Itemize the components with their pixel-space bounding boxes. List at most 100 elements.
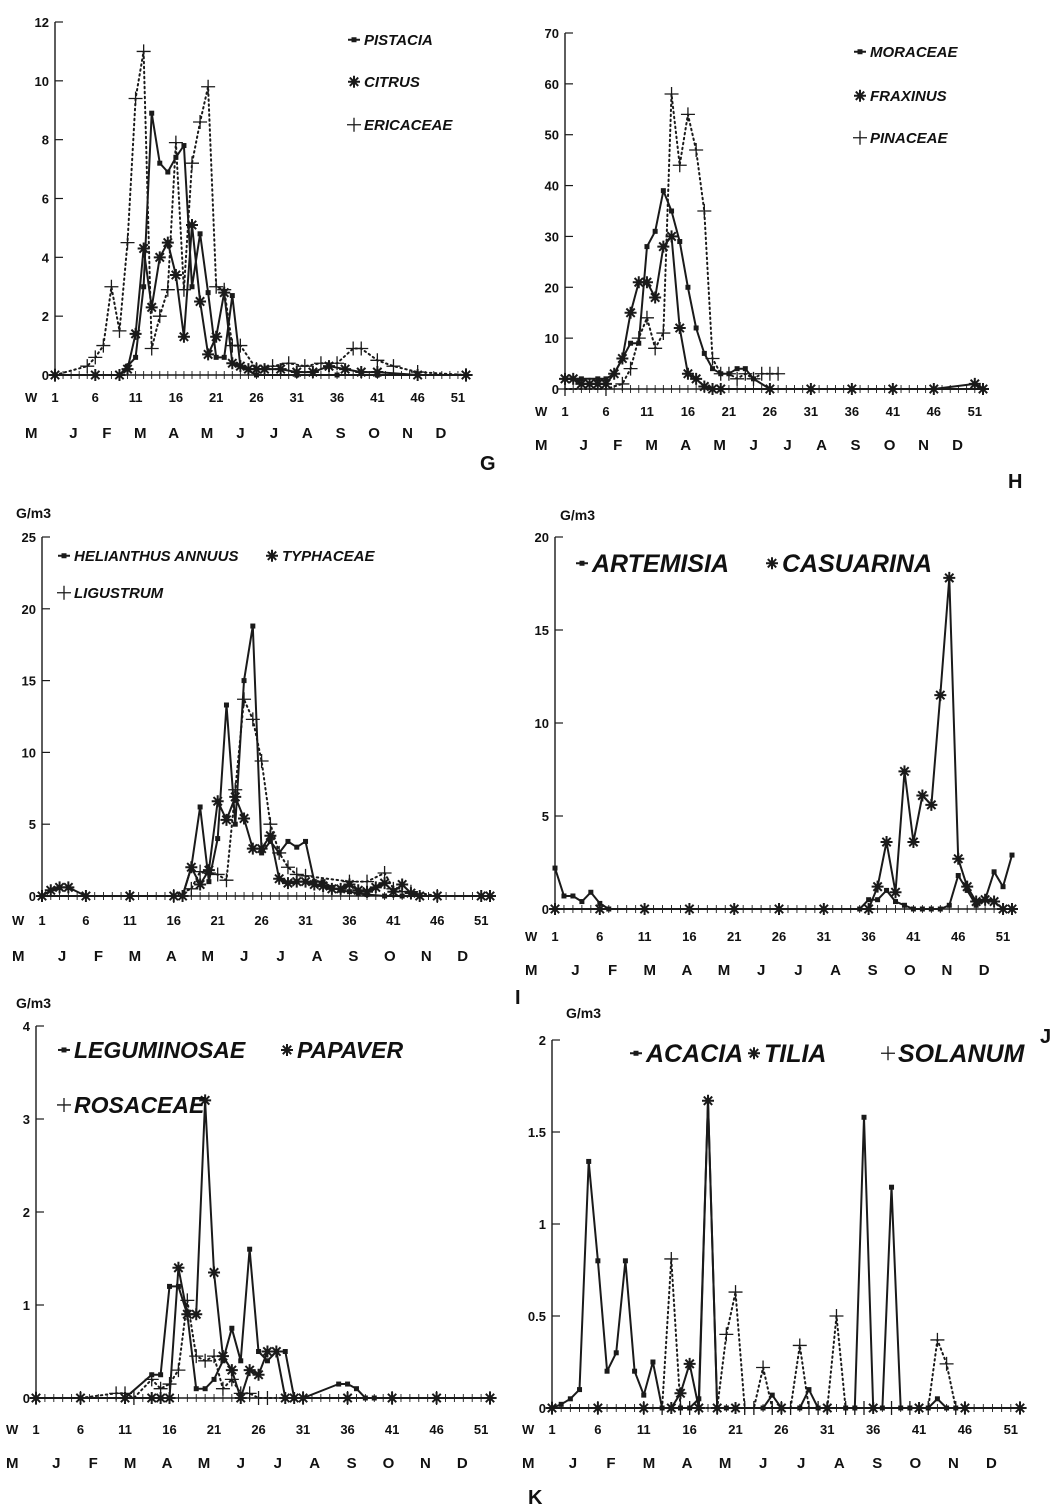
panel-k-ytick-label-0: 0 [23, 1391, 30, 1406]
panel-i-legend-marker-1-shape [266, 549, 278, 562]
panel-g-series-2-point-16-shape [201, 79, 216, 94]
panel-g-series-1-point-26-shape [355, 366, 368, 379]
panel-i-series-1-point-17-shape [264, 829, 277, 842]
panel-l-legend-marker-1-shape [748, 1047, 760, 1060]
panel-l-series-2-point-10-shape [728, 1285, 743, 1300]
panel-j-series-0-point-3 [579, 899, 585, 905]
panel-k-month-label-6: J [274, 1455, 282, 1472]
panel-l-ytick-label-1: 0.5 [528, 1309, 546, 1324]
panel-g-series-2-point-30 [386, 359, 401, 374]
panel-l-series-0-point-32-shape [889, 1184, 895, 1190]
panel-k-series-1-point-3-shape [145, 1392, 158, 1404]
panel-h-series-2-point-15 [721, 366, 736, 381]
panel-h-series-2-point-6 [648, 341, 663, 356]
panel-i-series-2-point-1-shape [184, 881, 199, 896]
panel-g-series-2-point-8 [136, 44, 151, 59]
panel-g-series-1-point-22-shape [290, 366, 303, 379]
panel-l-series-0-point-1-shape [558, 1401, 564, 1407]
panel-i-series-0-point-23-shape [346, 889, 352, 895]
panel-i-series-2-point-5 [219, 873, 234, 888]
panel-i-series-1-point-30 [378, 877, 391, 890]
panel-k-week-label-3: 16 [162, 1422, 176, 1437]
panel-g-series-1-point-2-shape [113, 369, 126, 381]
panel-l-month-label-10: N [948, 1455, 959, 1472]
panel-j-month-label-7: A [830, 962, 841, 979]
panel-g-series-1-point-17-shape [234, 360, 247, 373]
panel-g-series-0-point-13 [205, 290, 211, 296]
panel-l-series-1-point-9-shape [729, 1402, 742, 1414]
panel-h-series-2-point-3 [623, 361, 638, 376]
panel-k-series-2-point-14 [224, 1372, 239, 1387]
panel-j-series-1-point-0 [549, 903, 561, 915]
panel-l-week-label-9: 46 [958, 1422, 972, 1437]
panel-h-week-label-2: 11 [640, 404, 654, 419]
panel-k-week-label-2: 11 [118, 1422, 132, 1437]
panel-l-series-0-point-37 [934, 1396, 940, 1402]
panel-i-legend-marker-2 [57, 585, 71, 600]
panel-g-series-2-point-15-shape [193, 115, 208, 130]
panel-i-series-0-point-16-shape [285, 838, 291, 844]
panel-l-series-1-point-4-shape [674, 1387, 687, 1400]
panel-j-month-label-2: M [643, 962, 656, 979]
panel-h-series-2-point-8 [664, 87, 679, 102]
panel-k-month-label-2: M [124, 1455, 137, 1472]
panel-h-series-2-point-13-shape [705, 351, 720, 366]
panel-h-series-2-point-15-shape [721, 366, 736, 381]
panel-h-series-0-point-19 [734, 366, 740, 372]
panel-g-series-0-point-6 [149, 110, 155, 116]
panel-h-series-1-point-17 [698, 380, 711, 393]
panel-k-series-0-point-21-shape [336, 1381, 342, 1387]
panel-g-series-1-point-21-shape [274, 363, 287, 376]
panel-i-series-2-point-18-shape [386, 881, 401, 896]
panel-g-series-2-point-18 [217, 282, 232, 297]
panel-j-series-1-point-20-shape [979, 893, 992, 906]
panel-i-series-1-point-22 [308, 878, 321, 891]
panel-i-series-1-point-22-shape [308, 878, 321, 891]
panel-l-series-2-point-20 [820, 1401, 835, 1415]
panel-l-series-1-point-7 [702, 1094, 714, 1107]
panel-g-series-2-point-12-shape [168, 135, 183, 150]
panel-l-month-label-1: F [606, 1455, 615, 1472]
panel-g-series-1-point-25 [339, 363, 352, 376]
panel-k-series-2-point-0-shape [29, 1391, 43, 1405]
panel-j-ytick-label-3: 15 [535, 623, 549, 638]
panel-k-series-1-point-6 [172, 1261, 185, 1274]
panel-l-series-0-point-11-shape [650, 1359, 656, 1365]
panel-l-series-2-point-17-shape [792, 1338, 807, 1353]
panel-k-series-2-point-3-shape [118, 1386, 133, 1401]
panel-j-series-1-point-23-shape [1006, 903, 1018, 915]
panel-h-month-label-2: M [645, 437, 658, 454]
panel-h-week-label-6: 31 [804, 404, 818, 419]
panel-i-series-2-point-10-shape [263, 817, 278, 832]
panel-j-month-label-6: J [794, 962, 802, 979]
panel-g-week-label-4: 21 [209, 390, 223, 405]
panel-h-series-0-point-10 [660, 188, 666, 194]
panel-h-series-1-point-6 [608, 367, 621, 380]
panel-k-series-2-point-6 [153, 1381, 168, 1396]
panel-g-series-0-point-5 [141, 284, 147, 290]
panel-i-series-2-point-12 [280, 860, 295, 875]
panel-k-series-0-point-15 [256, 1349, 262, 1354]
panel-h-series-2-point-16-shape [730, 371, 745, 386]
panel-h-series-1-point-4-shape [591, 377, 604, 390]
panel-i-series-0-point-18 [303, 838, 309, 844]
panel-j-series-1-point-19 [970, 895, 983, 908]
panel-j-series-0-point-2-shape [570, 893, 576, 899]
panel-l-series-2-point-29-shape [939, 1356, 954, 1371]
panel-i-series-2-point-0-shape [166, 889, 181, 903]
panel-h-series-1-point-11 [649, 291, 662, 304]
panel-j-series-1-point-16 [943, 571, 956, 584]
panel-k-series-0-point-9-shape [202, 1386, 208, 1392]
panel-h-series-0-point-15-shape [701, 350, 707, 356]
panel-h-week-label-5: 26 [763, 404, 777, 419]
panel-g-series-0-point-10 [181, 143, 187, 149]
panel-i-ytick-label-5: 25 [22, 530, 36, 545]
panel-l-series-2-point-32 [1013, 1401, 1027, 1415]
panel-k-series-2-point-10-shape [189, 1349, 204, 1364]
panel-h-series-2-point-10-shape [680, 107, 695, 122]
panel-i-month-label-2: M [129, 948, 142, 965]
panel-h-week-label-9: 46 [927, 404, 941, 419]
panel-i-series-2-point-5-shape [219, 873, 234, 888]
